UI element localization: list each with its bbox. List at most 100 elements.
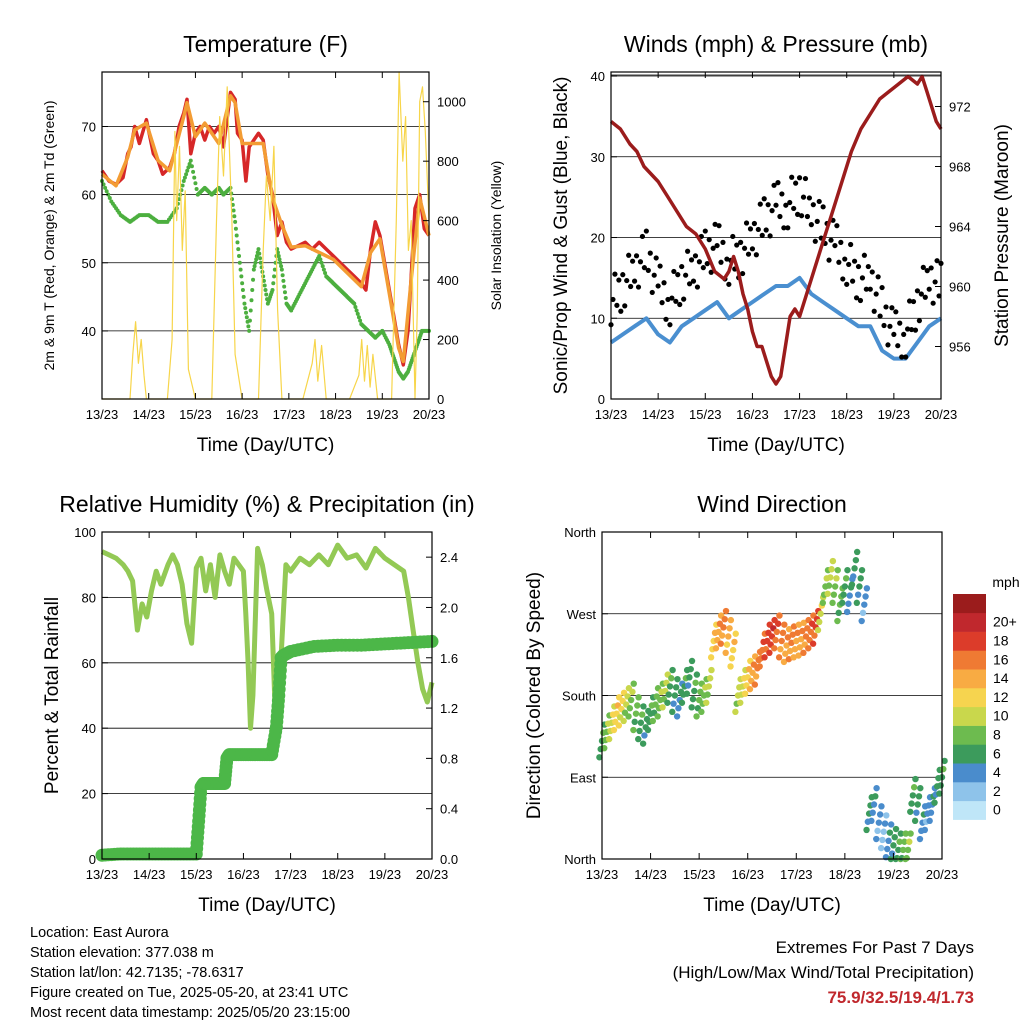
series-point — [631, 278, 638, 284]
direction-point — [793, 637, 800, 645]
series-point — [234, 233, 239, 238]
series-point — [802, 175, 809, 182]
series-point — [928, 265, 934, 271]
direction-point — [858, 617, 865, 625]
direction-point — [723, 641, 731, 648]
direction-point — [693, 671, 701, 678]
x-tick-label: 18/23 — [319, 407, 352, 422]
series-point — [686, 281, 693, 287]
x-tick-label: 13/23 — [86, 407, 119, 422]
series-point — [738, 239, 744, 245]
series-point — [846, 261, 852, 268]
colorbar-swatch — [953, 744, 986, 764]
series-point — [192, 175, 197, 180]
series-point — [859, 275, 866, 281]
direction-point — [684, 682, 692, 689]
series-point — [242, 301, 247, 306]
series-point — [700, 265, 706, 271]
direction-point — [828, 566, 835, 573]
direction-point — [639, 740, 647, 747]
series-point — [272, 267, 277, 272]
series-point — [730, 233, 736, 240]
direction-point — [891, 834, 898, 841]
series-gust — [608, 174, 944, 360]
y-axis-label: Direction (Colored By Speed) — [524, 572, 545, 819]
series-point — [863, 286, 869, 292]
location-text: Location: East Aurora — [30, 925, 169, 941]
direction-point — [732, 708, 739, 716]
direction-point — [729, 646, 737, 654]
series-point — [751, 220, 757, 227]
series-point — [647, 250, 653, 256]
direction-point — [776, 612, 783, 619]
direction-point — [718, 632, 726, 639]
series-point — [179, 188, 184, 193]
chart-temperature: Temperature (F) 13/23 14/23 15/23 16/23 17/23… — [41, 31, 504, 456]
series-point — [271, 281, 276, 286]
y-tick-label: 30 — [591, 150, 605, 165]
series-point — [189, 164, 194, 169]
direction-point — [668, 675, 675, 682]
series-point — [855, 263, 862, 270]
x-tick-label: 17/23 — [273, 407, 306, 422]
colorbar-label: 6 — [993, 745, 1001, 761]
series-point — [810, 202, 816, 208]
colorbar-swatch — [953, 650, 986, 670]
colorbar-label: 0 — [993, 802, 1001, 818]
series-point — [358, 318, 363, 323]
direction-point — [610, 726, 618, 734]
direction-point — [824, 590, 831, 597]
direction-point — [853, 548, 861, 556]
direction-point — [737, 699, 744, 706]
x-tick-label: 16/23 — [227, 867, 260, 882]
direction-point — [722, 607, 730, 615]
series-point — [614, 302, 620, 308]
series-rh — [100, 542, 435, 747]
series-point — [263, 288, 268, 292]
y-tick-label: 10 — [591, 311, 605, 326]
direction-point — [783, 642, 790, 649]
y2-tick-label: 400 — [437, 273, 459, 288]
series-point — [916, 318, 922, 324]
direction-point — [800, 649, 807, 657]
direction-point — [620, 717, 627, 725]
series-point — [857, 297, 864, 304]
series-point — [239, 274, 244, 279]
series-point — [107, 196, 112, 201]
chart-winds: Winds (mph) & Pressure (mb) 13/23 14/23 15/… — [551, 31, 1013, 456]
direction-point — [856, 583, 863, 590]
series-point — [875, 274, 881, 280]
direction-point — [811, 632, 818, 639]
direction-point — [637, 719, 645, 726]
y2-tick-label: 2.0 — [440, 600, 458, 615]
x-tick-label: 19/23 — [369, 867, 402, 882]
series-point — [877, 313, 883, 319]
series-point — [247, 318, 252, 323]
series-point — [246, 324, 251, 329]
series-point — [244, 315, 249, 320]
y2-tick-label: 600 — [437, 214, 459, 229]
direction-point — [665, 691, 672, 698]
series-point — [828, 237, 834, 243]
series-point — [665, 296, 671, 303]
y2-tick-label: 800 — [437, 154, 459, 169]
series-point — [789, 174, 795, 180]
direction-point — [644, 726, 652, 734]
direction-point — [827, 574, 834, 581]
series-point — [804, 213, 811, 220]
direction-point — [641, 732, 648, 739]
direction-point — [784, 634, 792, 641]
x-tick-label: 20/23 — [413, 407, 446, 422]
direction-point — [883, 812, 890, 819]
series-point — [867, 286, 873, 292]
series-point — [683, 272, 689, 278]
series-point — [279, 264, 284, 269]
series-point — [353, 305, 358, 310]
direction-point — [790, 654, 797, 661]
series-point — [740, 270, 746, 277]
y2-tick-label: 968 — [949, 160, 971, 175]
series-point — [767, 233, 773, 239]
series-point — [238, 267, 243, 272]
direction-point — [683, 690, 691, 697]
direction-point — [845, 600, 852, 607]
